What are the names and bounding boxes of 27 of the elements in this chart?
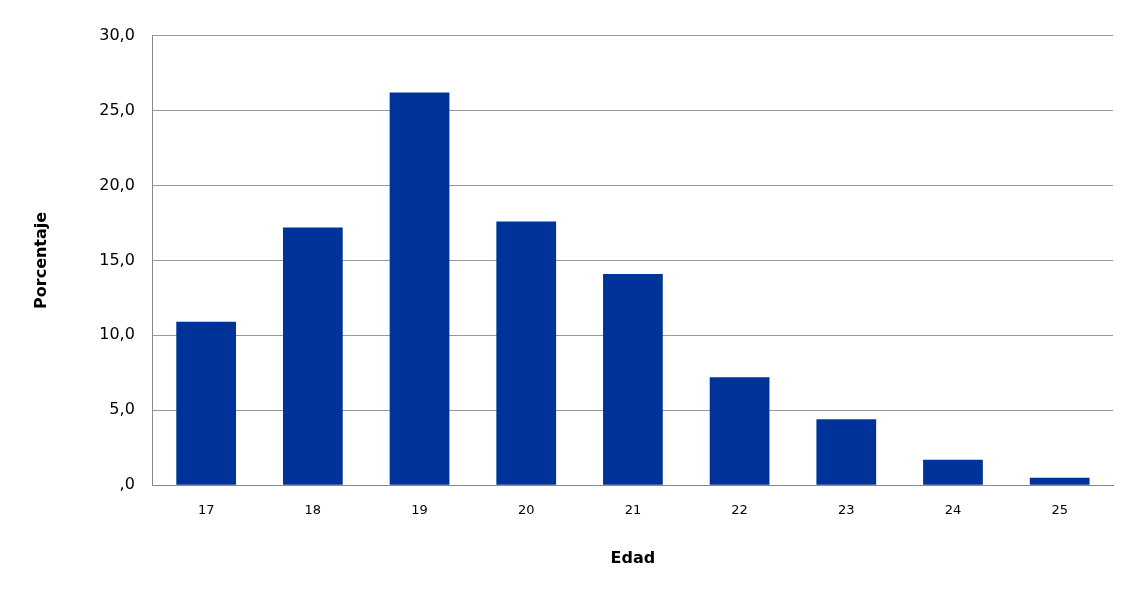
x-tick-label: 23: [838, 502, 855, 518]
bar: [176, 321, 237, 485]
x-tick-label: 18: [304, 502, 322, 518]
bar: [389, 92, 450, 485]
y-tick-label: 5,0: [109, 399, 135, 419]
x-tick-label: 20: [517, 502, 535, 518]
y-tick-label: 20,0: [99, 174, 135, 194]
bar: [282, 227, 343, 485]
bar: [1029, 477, 1090, 485]
x-tick-label: 24: [944, 502, 962, 518]
y-tick-label: ,0: [119, 474, 135, 494]
bar: [816, 419, 877, 485]
bar: [709, 377, 770, 485]
bar: [603, 273, 663, 485]
y-tick-label: 30,0: [99, 24, 135, 44]
x-tick-label: 17: [197, 502, 215, 518]
x-tick-label: 25: [1051, 502, 1068, 518]
y-axis-title: Porcentaje: [30, 211, 50, 309]
x-tick-label: 19: [411, 502, 428, 518]
y-tick-label: 10,0: [99, 324, 135, 344]
bar: [923, 459, 983, 485]
x-axis-title: Edad: [610, 547, 656, 567]
y-tick-label: 25,0: [99, 99, 135, 119]
bar: [496, 221, 557, 485]
x-tick-label: 21: [624, 502, 642, 518]
y-tick-label: 15,0: [99, 249, 135, 269]
x-tick-label: 22: [731, 502, 748, 518]
